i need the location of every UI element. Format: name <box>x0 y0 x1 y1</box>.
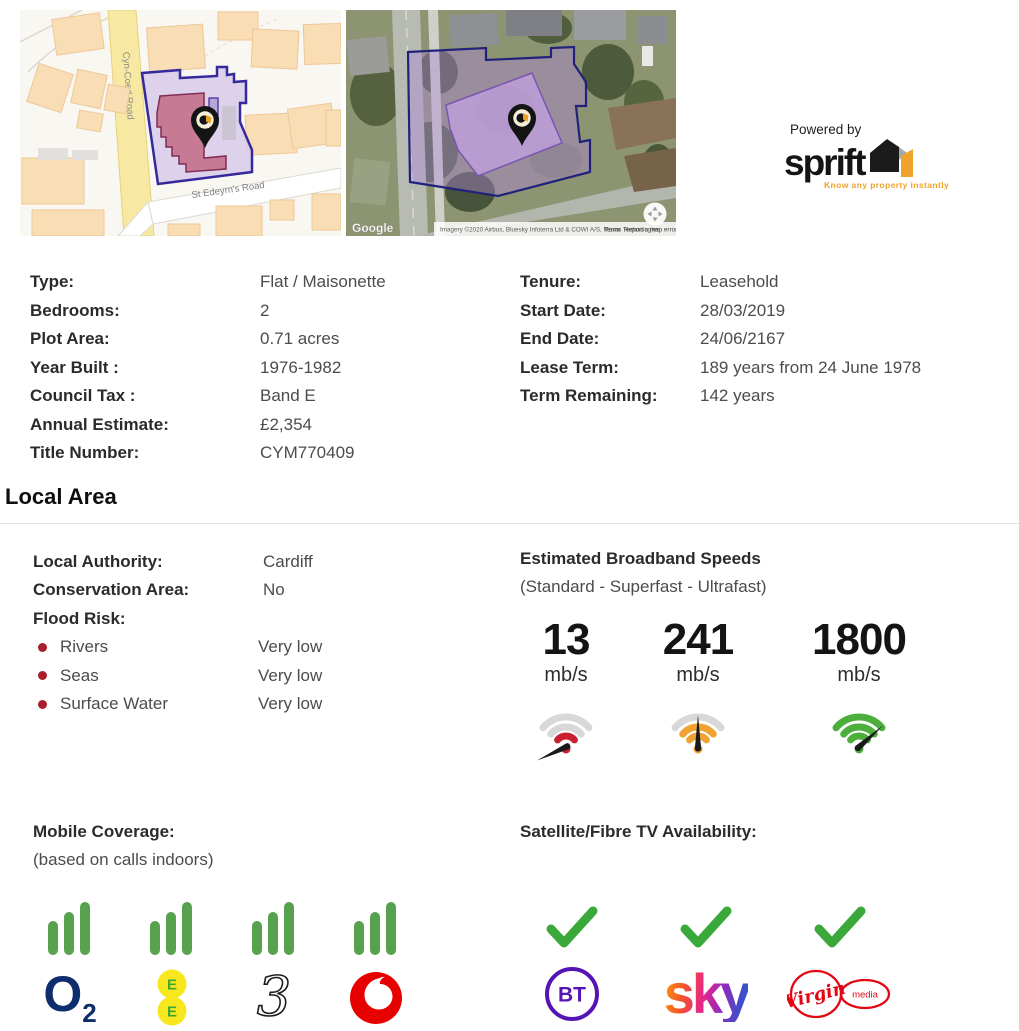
street-map[interactable]: Cyn-Coed Road St Edeyrn's Road <box>19 9 343 241</box>
imagery-attribution: Imagery ©2020 Airbus, Bluesky Infoterra … <box>440 226 659 234</box>
svg-text:Virgin: Virgin <box>787 977 848 1012</box>
sprift-house-icon <box>869 139 913 177</box>
operator-vodafone <box>339 901 413 1031</box>
vodafone-logo <box>350 971 402 1024</box>
ee-logo: E E <box>157 969 187 1025</box>
satellite-building-footprint <box>445 72 563 177</box>
svg-text:3: 3 <box>257 967 291 1028</box>
street-map-gray-buildings <box>38 148 98 160</box>
flood-risk-row: Rivers Very low <box>33 633 520 662</box>
property-row: End Date: 24/06/2167 <box>520 329 786 348</box>
satellite-attribution: Imagery ©2020 Airbus, Bluesky Infoterra … <box>352 221 677 236</box>
broadband-title: Estimated Broadband Speeds <box>520 548 761 568</box>
check-icon <box>680 906 732 947</box>
three-logo: 3 <box>256 967 292 1029</box>
google-logo: Google <box>352 221 394 235</box>
flood-risk-row: Seas Very low <box>33 662 520 691</box>
signal-bars-icon <box>48 901 90 955</box>
operator-o2: O2 <box>33 901 107 1031</box>
property-row: Bedrooms: 2 <box>30 300 270 320</box>
coverage-section: Mobile Coverage: (based on calls indoors… <box>0 822 1019 1031</box>
broadband-speed-superfast: 241 mb/s <box>638 616 758 762</box>
property-row: Annual Estimate: £2,354 <box>30 414 312 434</box>
satellite-houses <box>346 10 676 206</box>
flood-bullet-icon <box>38 671 47 681</box>
broadband-speed-standard: 13 mb/s <box>520 616 612 762</box>
local-area-section: Local Authority: Cardiff Conservation Are… <box>0 548 1019 762</box>
provider-virgin-media: Virgin media <box>787 904 892 1025</box>
property-details-left: Type: Flat / Maisonette Bedrooms: 2 Plot A… <box>0 268 520 468</box>
tv-availability-title: Satellite/Fibre TV Availability: <box>520 821 757 841</box>
speed-gauge-mid-icon <box>671 712 725 753</box>
street-map-buildings <box>21 11 343 237</box>
flood-bullet-icon <box>38 642 47 652</box>
speed-gauge-high-icon <box>832 712 886 753</box>
mobile-coverage-title: Mobile Coverage: <box>33 821 175 841</box>
svg-text:E: E <box>167 976 177 993</box>
report-map-error-link[interactable]: Report a map error <box>624 227 677 234</box>
property-row: Term Remaining: 142 years <box>520 386 775 405</box>
speed-gauge-low-icon <box>536 712 593 761</box>
svg-text:E: E <box>167 1003 177 1020</box>
property-row: Year Built :1976-1982 <box>30 357 342 377</box>
mobile-coverage: Mobile Coverage: (based on calls indoors… <box>0 822 520 1031</box>
provider-bt: BT <box>520 904 624 1025</box>
local-area-left: Local Authority: Cardiff Conservation Are… <box>0 548 520 762</box>
street-map-building-footprint <box>156 92 227 173</box>
property-row: Title Number: CYM770409 <box>30 443 355 462</box>
tv-availability: Satellite/Fibre TV Availability: BT <box>520 822 1019 1031</box>
local-area-row: Conservation Area: No <box>33 580 285 599</box>
check-icon <box>814 906 866 947</box>
property-row: Council Tax : Band E <box>30 386 316 405</box>
flood-risk-label-row: Flood Risk: <box>33 608 126 628</box>
bt-logo: BT <box>545 966 599 1021</box>
property-row: Tenure: Leasehold <box>520 272 779 291</box>
sprift-logo: Powered by sprift Know any property inst… <box>784 122 964 190</box>
o2-logo: O2 <box>43 966 97 1028</box>
section-divider <box>0 522 1019 524</box>
sprift-wordmark: sprift <box>784 141 866 183</box>
virgin-media-logo: Virgin media <box>787 969 891 1018</box>
local-area-row: Local Authority: Cardiff <box>33 551 313 571</box>
broadband-subtitle: (Standard - Superfast - Ultrafast) <box>520 576 767 596</box>
property-row: Start Date: 28/03/2019 <box>520 300 786 320</box>
signal-bars-icon <box>354 901 396 955</box>
sprift-tagline: Know any property instantly <box>824 180 950 190</box>
broadband-speed-ultrafast: 1800 mb/s <box>784 616 934 762</box>
mobile-coverage-subtitle: (based on calls indoors) <box>33 849 214 869</box>
compass-control[interactable] <box>643 202 667 226</box>
property-details-right: Tenure: Leasehold Start Date: 28/03/2019 E… <box>520 268 1019 468</box>
signal-bars-icon <box>252 901 294 955</box>
property-row: Type: Flat / Maisonette <box>30 272 386 291</box>
provider-sky: sky <box>654 904 758 1025</box>
property-row: Lease Term: 189 years from 24 June 1978 <box>520 357 922 377</box>
street-map-road-white: St Edeyrn's Road <box>116 167 342 237</box>
flood-bullet-icon <box>38 699 47 709</box>
terms-link[interactable]: Terms <box>604 227 621 234</box>
property-details: Type: Flat / Maisonette Bedrooms: 2 Plot A… <box>0 268 1019 468</box>
operator-three: 3 <box>237 901 311 1031</box>
signal-bars-icon <box>150 901 192 955</box>
satellite-map[interactable]: Imagery ©2020 Airbus, Bluesky Infoterra … <box>346 9 677 241</box>
local-area-heading: Local Area <box>5 483 117 509</box>
satellite-pin-icon <box>508 104 536 146</box>
sky-logo: sky <box>663 961 751 1025</box>
check-icon <box>546 906 598 947</box>
maps-row: Cyn-Coed Road St Edeyrn's Road <box>0 0 1019 237</box>
property-row: Plot Area: 0.71 acres <box>30 329 340 348</box>
powered-by-label: Powered by <box>790 122 862 137</box>
flood-risk-row: Surface Water Very low <box>33 690 520 719</box>
broadband-section: Estimated Broadband Speeds (Standard - S… <box>520 548 960 762</box>
svg-text:media: media <box>852 989 879 1000</box>
street-map-pin-icon <box>191 106 219 148</box>
operator-ee: E E <box>135 901 209 1031</box>
svg-text:BT: BT <box>558 983 586 1006</box>
